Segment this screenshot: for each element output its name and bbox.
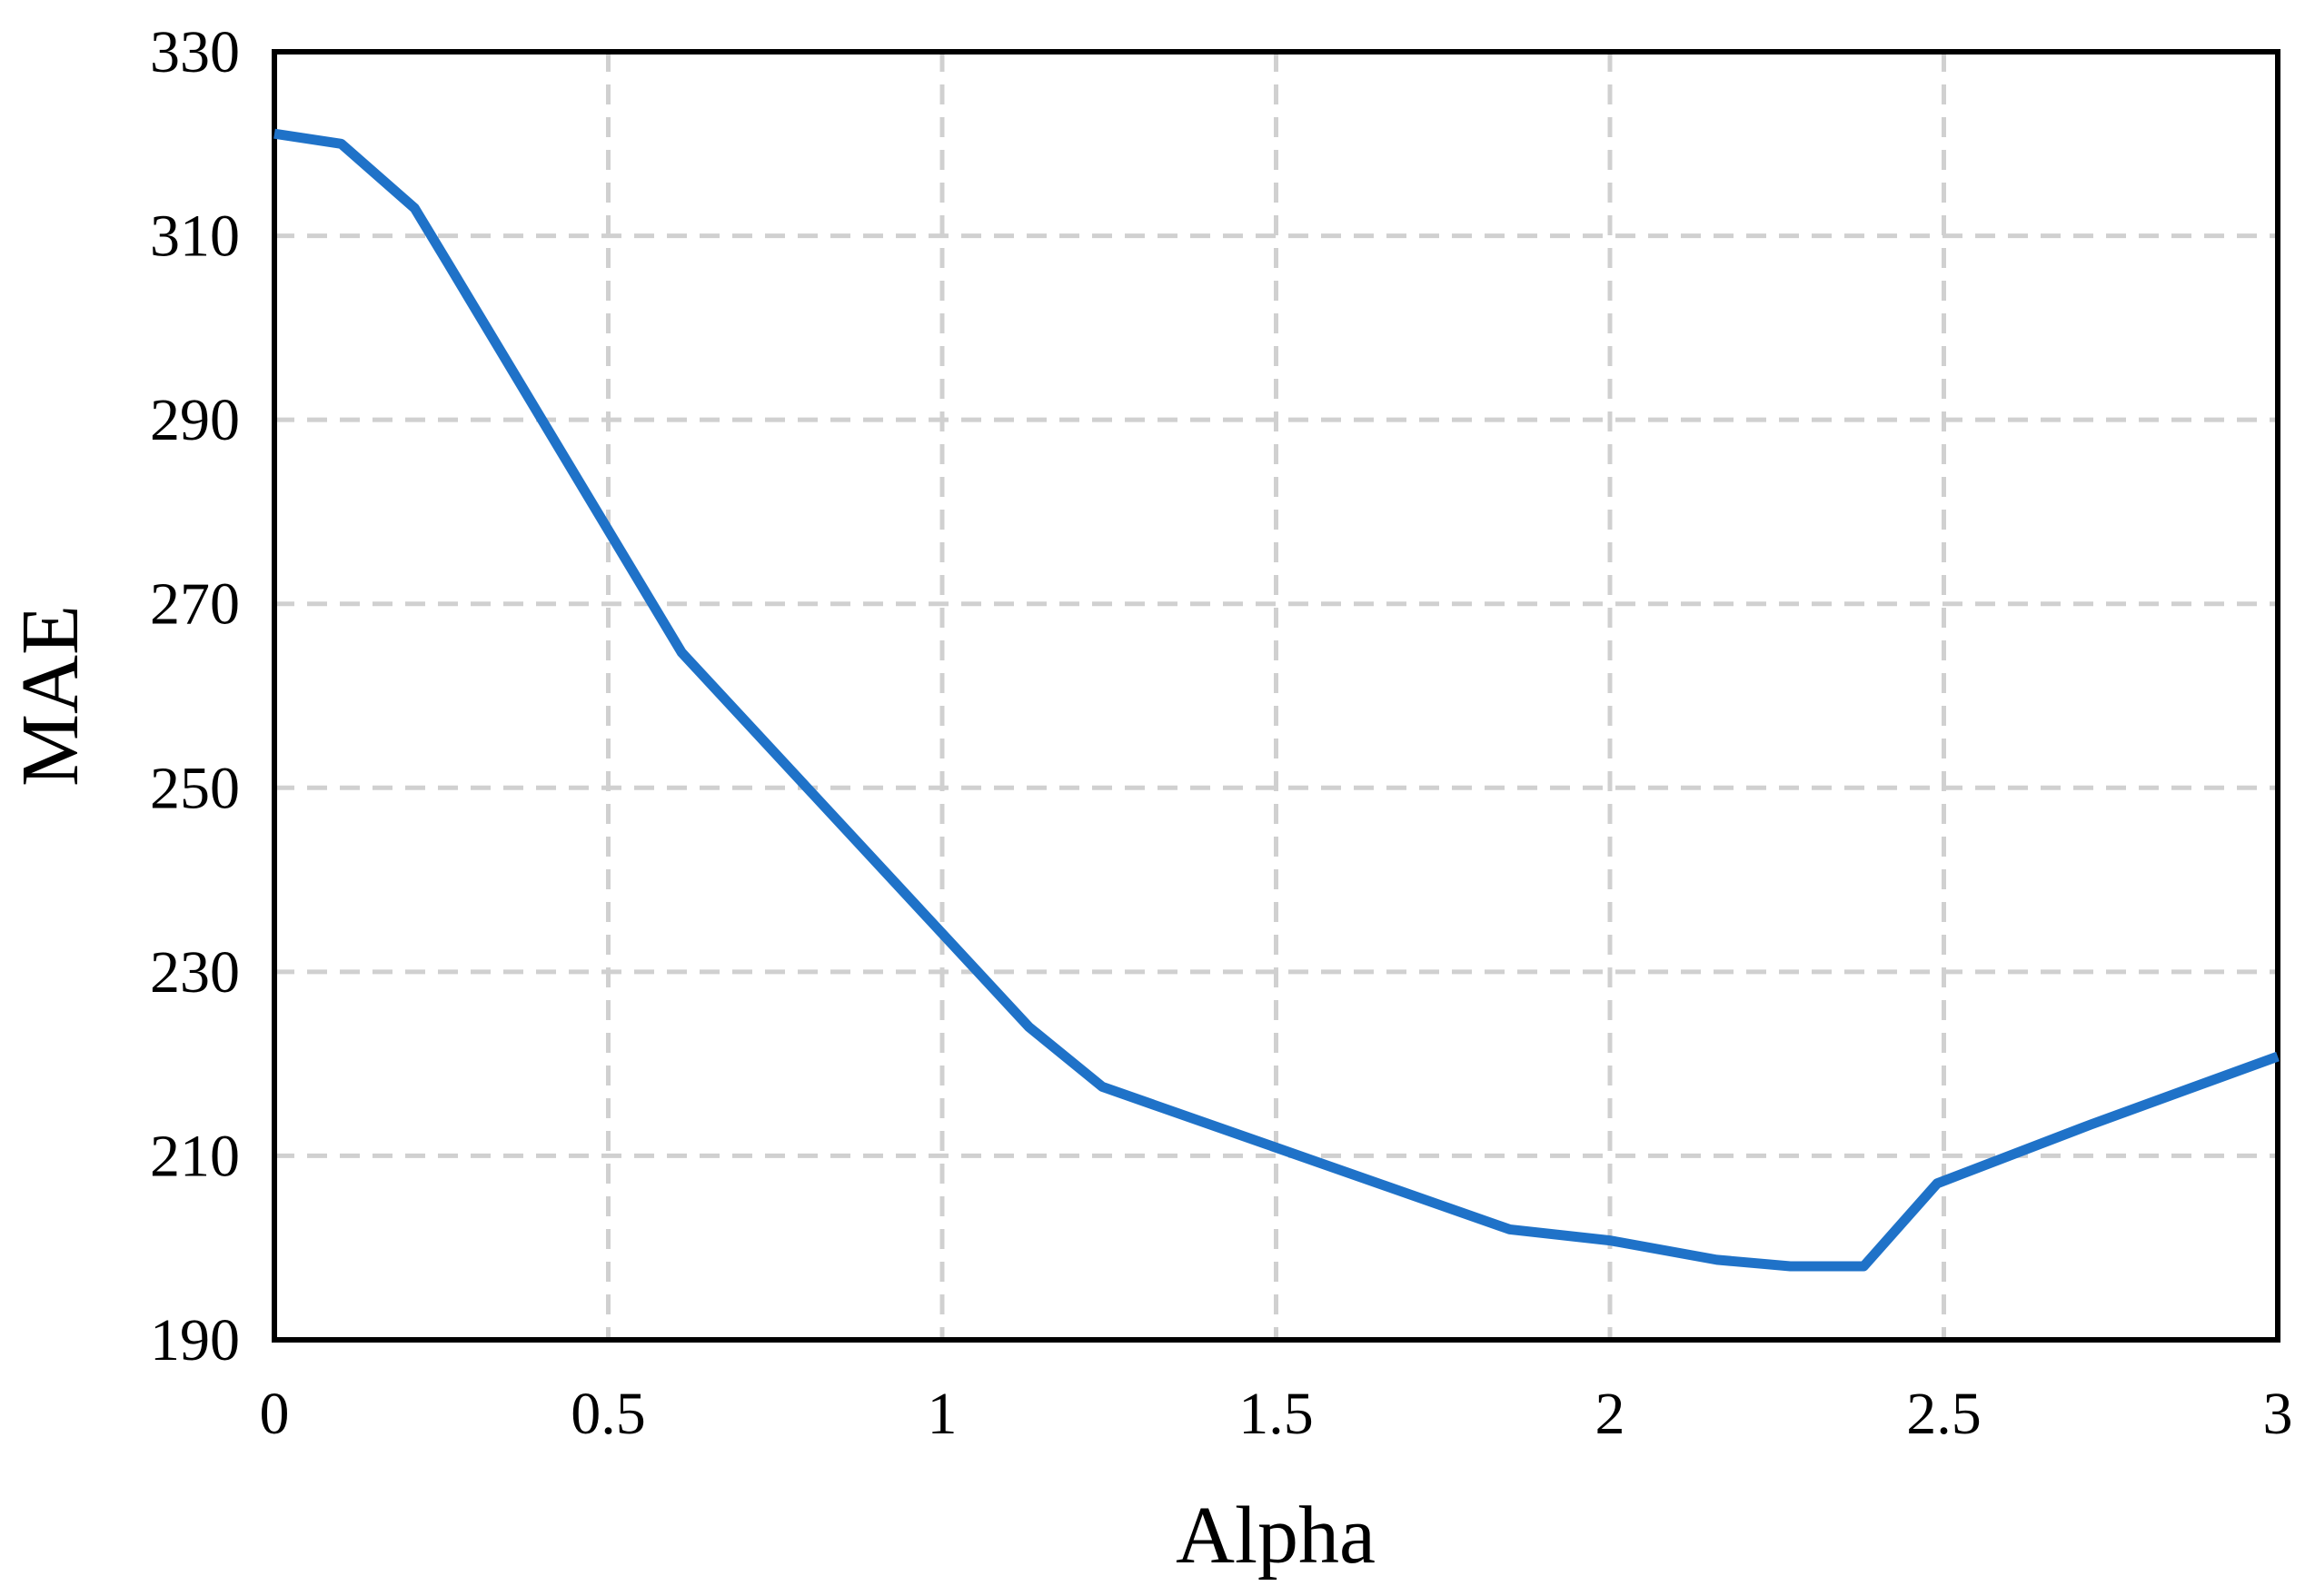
y-tick-label: 330 <box>150 19 240 85</box>
plot-frame <box>272 49 2280 1343</box>
y-tick-label: 290 <box>150 387 240 453</box>
y-tick-label: 310 <box>150 203 240 270</box>
x-tick-label: 0 <box>260 1381 290 1447</box>
y-tick-label: 270 <box>150 571 240 638</box>
x-tick-label: 0.5 <box>571 1381 646 1447</box>
x-tick-label: 1.5 <box>1238 1381 1314 1447</box>
y-tick-label: 230 <box>150 939 240 1006</box>
y-tick-label: 250 <box>150 755 240 821</box>
x-tick-label: 1 <box>928 1381 958 1447</box>
y-tick-label: 210 <box>150 1123 240 1189</box>
x-tick-label: 2 <box>1595 1381 1625 1447</box>
x-axis-label: Alpha <box>1176 1491 1376 1581</box>
x-tick-label: 2.5 <box>1906 1381 1982 1447</box>
x-tick-label: 3 <box>2263 1381 2293 1447</box>
y-tick-label: 190 <box>150 1307 240 1373</box>
y-axis-label: MAE <box>5 605 95 787</box>
data-line <box>273 128 2280 1272</box>
